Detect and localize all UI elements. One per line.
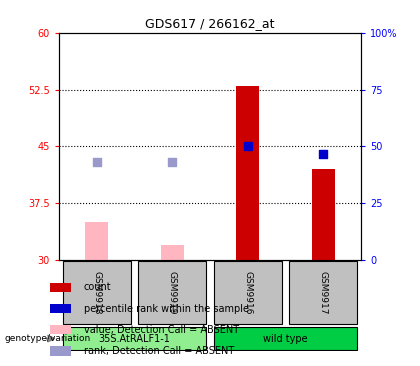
Text: GSM9918: GSM9918 — [92, 271, 101, 314]
Point — [169, 158, 176, 164]
Text: value, Detection Call = ABSENT: value, Detection Call = ABSENT — [84, 325, 239, 335]
FancyBboxPatch shape — [289, 261, 357, 324]
Text: GSM9916: GSM9916 — [243, 271, 252, 314]
Text: genotype/variation: genotype/variation — [4, 334, 90, 343]
Text: 35S.AtRALF1-1: 35S.AtRALF1-1 — [98, 333, 171, 344]
FancyBboxPatch shape — [214, 261, 282, 324]
Text: GSM9917: GSM9917 — [319, 271, 328, 314]
Bar — [161, 245, 184, 260]
Bar — [236, 86, 259, 260]
Bar — [85, 222, 108, 260]
Text: wild type: wild type — [263, 333, 308, 344]
Point — [244, 143, 251, 149]
FancyBboxPatch shape — [138, 261, 206, 324]
Text: count: count — [84, 283, 112, 292]
Title: GDS617 / 266162_at: GDS617 / 266162_at — [145, 17, 275, 30]
Text: rank, Detection Call = ABSENT: rank, Detection Call = ABSENT — [84, 346, 234, 356]
Text: GSM9919: GSM9919 — [168, 271, 177, 314]
Text: percentile rank within the sample: percentile rank within the sample — [84, 303, 249, 314]
Bar — [50, 346, 71, 356]
Bar — [50, 283, 71, 292]
FancyBboxPatch shape — [214, 327, 357, 350]
FancyBboxPatch shape — [63, 261, 131, 324]
Point — [93, 158, 100, 164]
FancyBboxPatch shape — [63, 327, 206, 350]
Bar — [312, 169, 335, 260]
Point — [320, 151, 327, 157]
Bar — [50, 325, 71, 335]
Bar — [50, 304, 71, 313]
